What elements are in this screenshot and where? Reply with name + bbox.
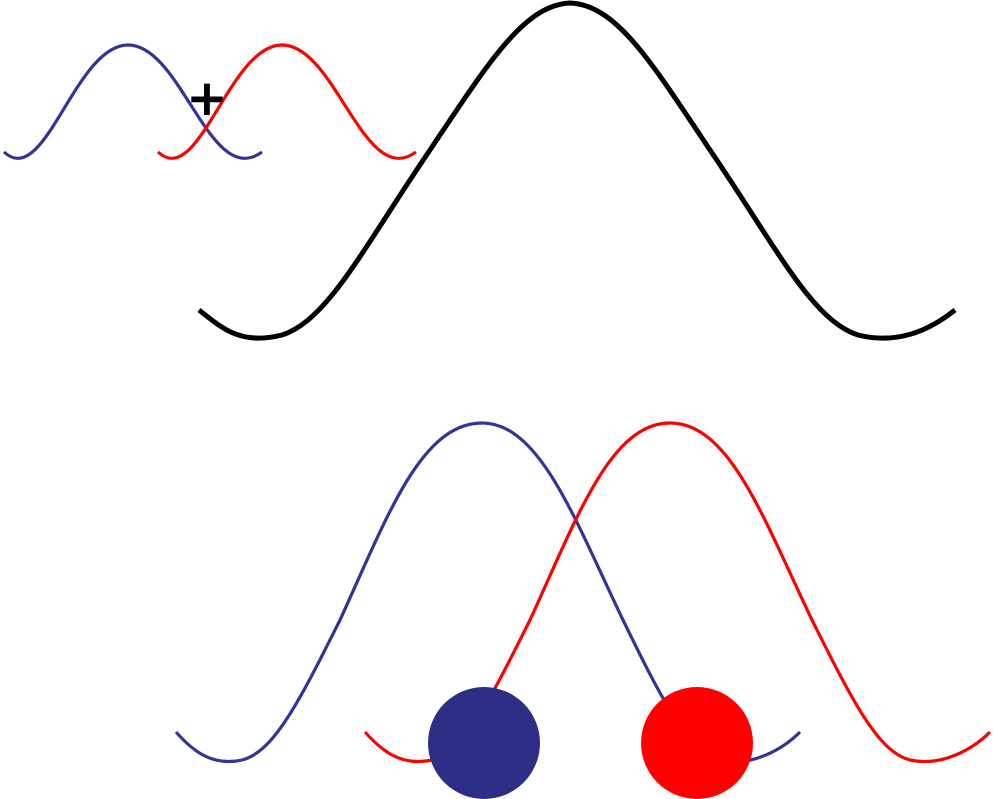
small-blue-wave	[2, 43, 263, 160]
combined-black-wave	[197, 0, 957, 341]
plus-symbol: +	[186, 69, 228, 127]
blue-ball	[428, 687, 540, 799]
red-ball	[641, 687, 753, 799]
small-red-wave	[156, 43, 417, 160]
